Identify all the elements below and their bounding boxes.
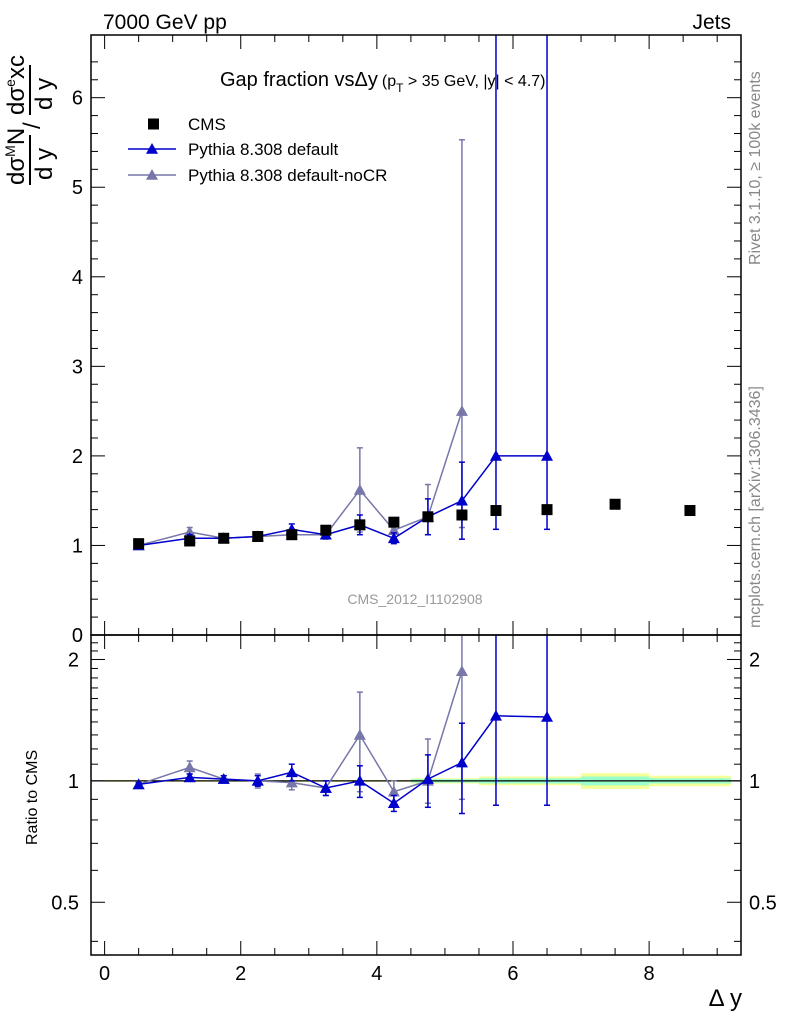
ratio-axis-ticks: 0.5 0.5 1 1 2 2 0 2 4 6 8 (51, 635, 777, 985)
main-cms-point (490, 505, 502, 517)
main-axis-ticks: 0 1 2 3 4 5 6 (72, 35, 741, 647)
main-cms-point (609, 498, 621, 510)
ratio-default-point (251, 774, 264, 786)
title-cut-sub: T (396, 81, 404, 95)
main-cms-point (684, 505, 696, 517)
ylabel-den2: d y (31, 78, 58, 110)
main-y-tick-label: 4 (72, 267, 83, 289)
ratio-y-axis-label: Ratio to CMS (24, 750, 41, 845)
ratio-y-tick-label-left: 2 (68, 649, 79, 671)
ratio-default-point (489, 709, 502, 721)
ratio-y-tick-label-right: 0.5 (749, 892, 777, 914)
ylabel-num2-sup: e (2, 79, 18, 87)
ratio-series-layer (132, 635, 554, 815)
x-tick-label: 0 (99, 963, 110, 985)
ratio-nocr-point (285, 776, 298, 788)
main-nocr-line (138, 410, 463, 547)
main-y-tick-label: 2 (72, 446, 83, 468)
main-cms-point (218, 532, 230, 544)
ylabel-num2-base: dσ (3, 87, 30, 115)
x-tick-label: 4 (371, 963, 382, 985)
ratio-default-point (319, 782, 332, 793)
main-default-line (138, 455, 548, 547)
legend-label: Pythia 8.308 default (188, 140, 339, 159)
ratio-default-point (183, 771, 196, 783)
ratio-nocr-point (183, 761, 196, 773)
ratio-default-point (541, 711, 554, 722)
main-y-tick-label: 0 (72, 625, 83, 647)
rivet-version-label: Rivet 3.1.10, ≥ 100k events (747, 71, 764, 265)
ratio-nocr-point (455, 665, 468, 677)
title-cut-open: (p (382, 73, 396, 90)
legend-marker (146, 143, 158, 154)
ratio-default-line (138, 715, 548, 805)
main-cms-point (456, 509, 468, 521)
ratio-plot-area: 0.5 0.5 1 1 2 2 0 2 4 6 8 Ratio to CMS Δ y (24, 634, 777, 1012)
main-y-tick-label: 3 (72, 356, 83, 378)
ratio-default-point (455, 756, 468, 768)
ylabel-num2-rest: xc (3, 55, 30, 79)
header-left-label: 7000 GeV pp (103, 11, 227, 34)
header-right-label: Jets (692, 11, 731, 34)
title-cut-rest: > 35 GeV, |y| < 4.7) (403, 73, 545, 90)
main-plot-title: Gap fraction vsΔy (pT > 35 GeV, |y| < 4.7… (220, 69, 545, 95)
ratio-y-tick-label-right: 2 (749, 649, 760, 671)
ratio-y-tick-label-right: 1 (749, 771, 760, 793)
main-y-axis-label: dσMN d y / dσexc d y (2, 55, 58, 185)
ylabel-num1: dσMN (2, 128, 30, 185)
main-cms-point (422, 511, 434, 523)
main-cms-point (252, 530, 264, 542)
ratio-default-point (132, 778, 145, 790)
legend-label: CMS (188, 115, 226, 134)
main-y-tick-label: 6 (72, 88, 83, 110)
main-default-point (541, 449, 554, 461)
ylabel-num1-base: dσ (3, 157, 30, 185)
main-nocr-point (455, 405, 468, 416)
main-cms-point (354, 519, 366, 531)
main-y-tick-label: 1 (72, 535, 83, 557)
ratio-default-point (285, 766, 298, 778)
main-default-point (387, 532, 400, 544)
ratio-nocr-point (353, 728, 366, 740)
main-cms-point (320, 524, 332, 536)
ylabel-num1-rest: N (3, 128, 30, 145)
ratio-default-point (387, 797, 400, 809)
ratio-default-point (217, 773, 230, 784)
x-tick-label: 6 (507, 963, 518, 985)
ratio-nocr-point (387, 785, 400, 797)
legend-marker-cms (148, 118, 159, 130)
main-y-tick-label: 5 (72, 177, 83, 199)
watermark-label: CMS_2012_I1102908 (347, 591, 482, 607)
ylabel-den1: d y (31, 148, 58, 180)
legend: CMS Pythia 8.308 default Pythia 8.308 defa… (128, 115, 387, 185)
main-nocr-point (353, 483, 366, 495)
main-plot-area: 0 1 2 3 4 5 6 Gap fraction vsΔy (pT > 35 GeV, |… (2, 34, 742, 647)
main-cms-point (286, 529, 298, 541)
main-cms-point (184, 535, 196, 547)
ylabel-slash: / (19, 122, 46, 129)
x-tick-label: 8 (644, 963, 655, 985)
ylabel-num2: dσexc (2, 55, 30, 115)
main-cms-point (133, 538, 145, 550)
ratio-y-tick-label-left: 0.5 (51, 892, 79, 914)
ratio-plot-frame (90, 634, 742, 956)
main-default-point (489, 449, 502, 461)
ratio-y-tick-label-left: 1 (68, 771, 79, 793)
main-cms-point (388, 516, 400, 528)
ratio-default-point (421, 773, 434, 784)
ratio-nocr-line (138, 671, 463, 793)
legend-label: Pythia 8.308 default-noCR (188, 166, 387, 185)
main-cms-point (541, 504, 553, 516)
x-tick-label: 2 (235, 963, 246, 985)
legend-marker (146, 169, 158, 180)
title-main: Gap fraction vsΔy (220, 69, 378, 91)
mcplots-reference-label: mcplots.cern.ch [arXiv:1306.3436] (747, 386, 764, 628)
main-series-layer (132, 35, 696, 551)
x-axis-label: Δ y (709, 985, 742, 1012)
ratio-default-point (353, 774, 366, 786)
ylabel-num1-sup: M (2, 145, 18, 157)
main-default-point (455, 494, 468, 506)
